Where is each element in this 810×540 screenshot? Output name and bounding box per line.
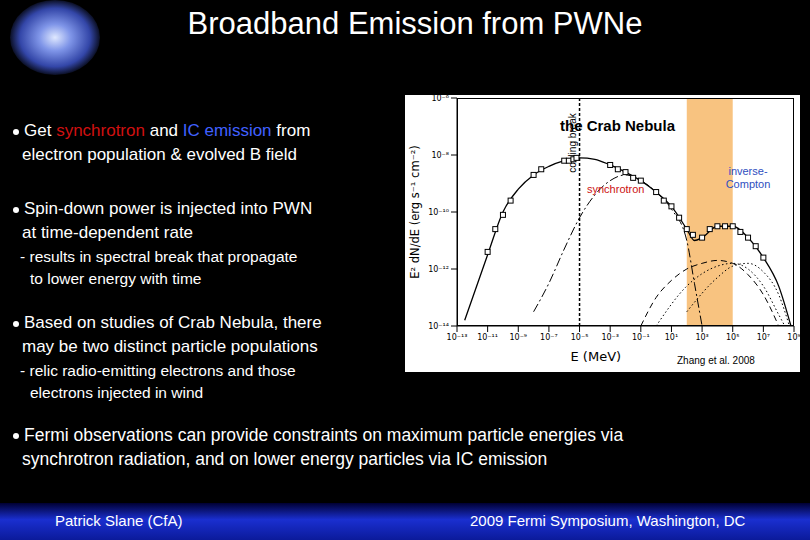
html-text:Broadband Emission from PWNe: Broadband Emission from PWNe [187,6,643,41]
html-text:Zhang et al. 2008: Zhang et al. 2008 [677,355,755,366]
svg-text:10⁹: 10⁹ [787,333,800,342]
html-text:Spin-down power is injected in: Spin-down power is injected into PWN [24,199,313,218]
svg-text:cooling break: cooling break [566,113,578,173]
svg-text:10⁷: 10⁷ [757,333,770,342]
svg-text:10⁻¹: 10⁻¹ [632,333,650,342]
svg-text:10⁻¹¹: 10⁻¹¹ [477,333,498,342]
svg-text:10⁻⁶: 10⁻⁶ [431,95,449,103]
html-text:Fermi observations can provide: Fermi observations can provide constrain… [24,425,624,445]
svg-text:10⁻⁹: 10⁻⁹ [509,333,527,342]
html-text:- relic radio-emitting electro: - relic radio-emitting electrons and tho… [20,362,296,379]
html-text:the Crab Nebula: the Crab Nebula [560,117,675,134]
html-text:at time-dependent rate: at time-dependent rate [22,223,194,242]
html-text:Get synchrotron and IC emissio: Get synchrotron and IC emission from [24,121,311,140]
svg-text:10¹: 10¹ [665,333,678,342]
svg-text:10⁻⁷: 10⁻⁷ [540,333,558,342]
html-text:synchrotron: synchrotron [587,183,645,195]
html-text:to lower energy with time: to lower energy with time [30,270,202,287]
html-text:synchrotron radiation, and on: synchrotron radiation, and on lower ener… [22,449,548,469]
html-text:electron population & evolved: electron population & evolved B field [22,145,297,164]
html-text:electrons injected in wind: electrons injected in wind [30,384,204,401]
svg-text:10⁻⁵: 10⁻⁵ [571,333,589,342]
html-text:inverse-Compton: inverse-Compton [725,165,771,190]
html-text:- results in spectral break th: - results in spectral break that propaga… [20,248,298,265]
html-text:E² dN/dE (erg s⁻¹ cm⁻²): E² dN/dE (erg s⁻¹ cm⁻²) [408,145,422,279]
svg-text:10⁻³: 10⁻³ [601,333,619,342]
svg-text:10⁵: 10⁵ [726,333,739,342]
html-text:may be two distinct particle p: may be two distinct particle populations [22,337,318,356]
html-text:E (MeV): E (MeV) [570,349,622,364]
svg-text:10⁻¹³: 10⁻¹³ [447,333,468,342]
svg-text:10⁻¹⁰: 10⁻¹⁰ [428,208,449,217]
html-text:Patrick Slane (CfA): Patrick Slane (CfA) [55,512,183,529]
html-text:2009 Fermi Symposium, Washingt: 2009 Fermi Symposium, Washington, DC [470,512,746,529]
svg-text:10⁻¹²: 10⁻¹² [428,265,449,274]
svg-text:10⁻¹⁴: 10⁻¹⁴ [428,322,449,331]
svg-text:10³: 10³ [695,333,708,342]
svg-text:10⁻⁸: 10⁻⁸ [431,151,449,160]
html-text:Based on studies of Crab Nebul: Based on studies of Crab Nebula, there [24,313,322,332]
